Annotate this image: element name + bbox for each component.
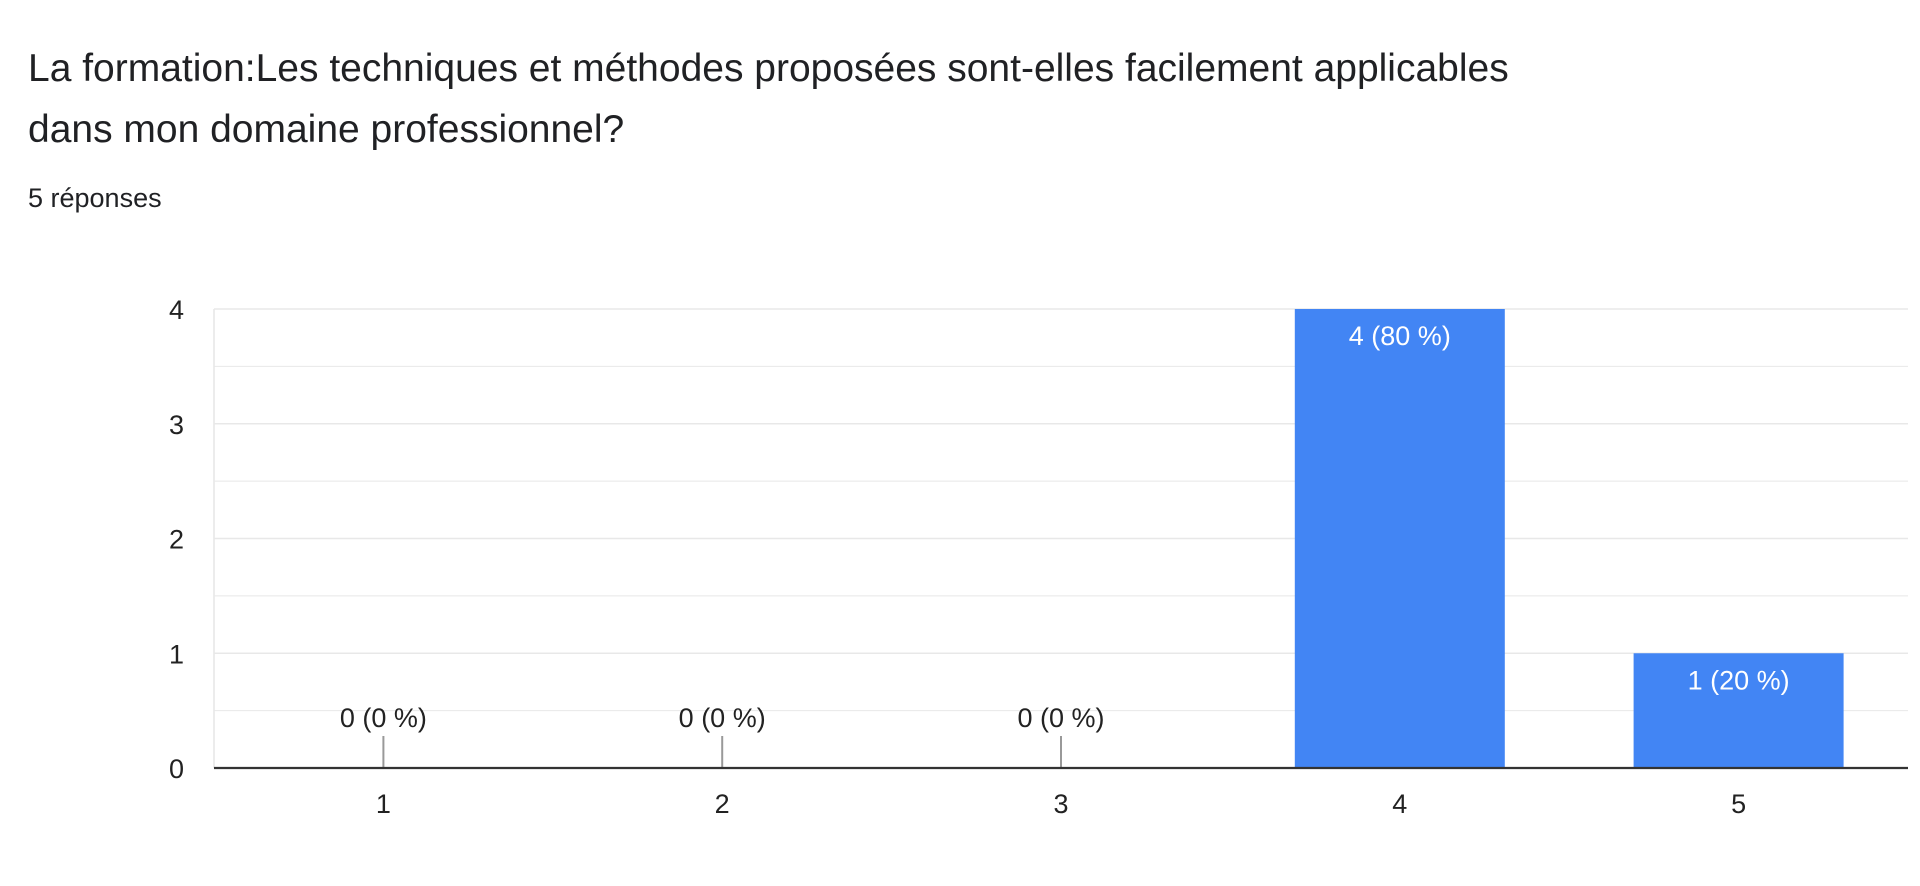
y-tick-label-3: 3 (169, 410, 184, 440)
x-tick-label-5: 5 (1731, 789, 1746, 819)
x-tick-label-3: 3 (1053, 789, 1068, 819)
y-tick-label-1: 1 (169, 639, 184, 669)
bars (1294, 309, 1844, 768)
response-count: 5 réponses (28, 183, 162, 213)
gridlines (213, 308, 1908, 768)
data-label-3: 0 (0 %) (1017, 703, 1104, 733)
x-tick-label-2: 2 (715, 789, 730, 819)
question-title: La formation:Les techniques et méthodes … (28, 47, 1509, 151)
bar-4[interactable] (1294, 309, 1505, 768)
x-tick-labels: 1 2 3 4 5 (376, 789, 1746, 819)
data-labels: 0 (0 %) 0 (0 %) 0 (0 %) 4 (80 %) 1 (20 %) (340, 321, 1790, 733)
x-tick-label-4: 4 (1392, 789, 1407, 819)
y-tick-label-2: 2 (169, 525, 184, 555)
y-tick-labels: 0 1 2 3 4 (169, 295, 184, 784)
y-tick-label-4: 4 (169, 295, 184, 325)
x-tick-label-1: 1 (376, 789, 391, 819)
data-label-2: 0 (0 %) (679, 703, 766, 733)
data-label-5: 1 (20 %) (1688, 665, 1790, 695)
data-label-4: 4 (80 %) (1349, 321, 1451, 351)
data-label-1: 0 (0 %) (340, 703, 427, 733)
y-tick-label-0: 0 (169, 754, 184, 784)
bar-5[interactable] (1633, 653, 1844, 768)
zero-stubs (382, 736, 1062, 768)
